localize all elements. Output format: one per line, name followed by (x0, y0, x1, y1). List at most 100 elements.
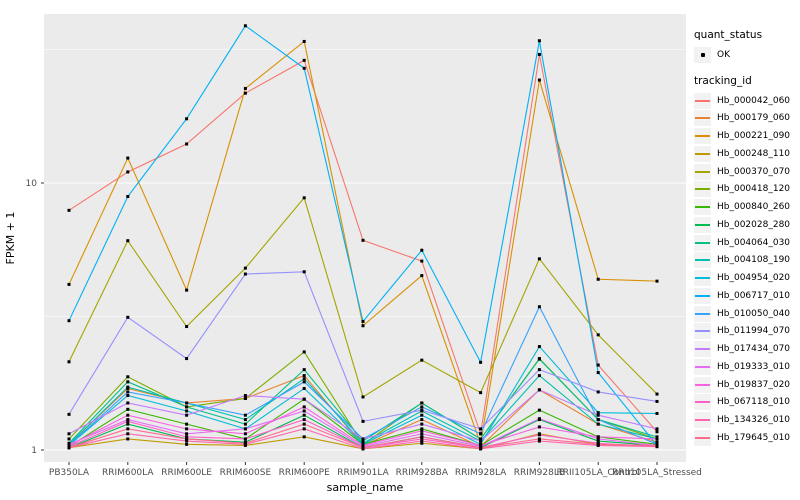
legend-item-Hb_004108_190[interactable]: Hb_004108_190 (694, 252, 800, 270)
data-point-Hb_000418_120-RRIM600PE[interactable] (302, 350, 306, 354)
legend-item-Hb_006717_010[interactable]: Hb_006717_010 (694, 287, 800, 305)
data-point-Hb_134326_010-RRIM928LB[interactable] (537, 439, 541, 443)
data-point-Hb_004064_030-RRIM600LE[interactable] (185, 405, 189, 409)
data-point-Hb_011994_070-RRIM600LE[interactable] (185, 357, 189, 361)
data-point-Hb_019333_010-RRIM600LA[interactable] (126, 418, 130, 422)
data-point-Hb_000370_070-RRII105LA_Control[interactable] (596, 333, 600, 337)
data-point-Hb_067118_010-RRIM600LE[interactable] (185, 435, 189, 439)
data-point-Hb_179645_010-RRIM600LE[interactable] (185, 437, 189, 441)
data-point-Hb_000840_260-RRIM928LB[interactable] (537, 408, 541, 412)
legend-item-Hb_019837_020[interactable]: Hb_019837_020 (694, 376, 800, 394)
legend-item-Hb_000418_120[interactable]: Hb_000418_120 (694, 181, 800, 199)
data-point-Hb_000370_070-RRII105LA_Stressed[interactable] (655, 392, 659, 396)
data-point-Hb_000370_070-RRIM600LE[interactable] (185, 325, 189, 329)
data-point-Hb_000221_090-RRIM901LA[interactable] (361, 324, 365, 328)
data-point-Hb_000221_090-RRII105LA_Control[interactable] (596, 277, 600, 281)
data-point-Hb_000042_060-RRIM600LE[interactable] (185, 142, 189, 146)
data-point-Hb_019837_020-RRII105LA_Stressed[interactable] (655, 437, 659, 441)
legend-item-Hb_002028_280[interactable]: Hb_002028_280 (694, 216, 800, 234)
data-point-Hb_011994_070-RRIM928LB[interactable] (537, 368, 541, 372)
data-point-Hb_179645_010-PB350LA[interactable] (67, 446, 71, 450)
data-point-Hb_019837_020-RRIM600LA[interactable] (126, 413, 130, 417)
legend-item-Hb_134326_010[interactable]: Hb_134326_010 (694, 411, 800, 429)
data-point-Hb_011994_070-RRII105LA_Control[interactable] (596, 390, 600, 394)
legend-item-ok[interactable]: OK (694, 46, 800, 64)
data-point-Hb_000042_060-RRII105LA_Control[interactable] (596, 363, 600, 367)
data-point-Hb_179645_010-RRII105LA_Stressed[interactable] (655, 443, 659, 447)
data-point-Hb_017434_070-RRIM600LE[interactable] (185, 413, 189, 417)
data-point-Hb_019837_020-RRIM928LB[interactable] (537, 425, 541, 429)
legend-item-Hb_017434_070[interactable]: Hb_017434_070 (694, 340, 800, 358)
data-point-Hb_000221_090-RRIM600SE[interactable] (243, 86, 247, 90)
data-point-Hb_004108_190-RRIM600PE[interactable] (302, 377, 306, 381)
data-point-Hb_004954_020-RRIM600PE[interactable] (302, 386, 306, 390)
data-point-Hb_019837_020-RRIM901LA[interactable] (361, 443, 365, 447)
data-point-Hb_004064_030-RRIM600SE[interactable] (243, 422, 247, 426)
data-point-Hb_006717_010-RRIM600LE[interactable] (185, 117, 189, 121)
data-point-Hb_000221_090-PB350LA[interactable] (67, 282, 71, 286)
legend-item-Hb_000221_090[interactable]: Hb_000221_090 (694, 127, 800, 145)
data-point-Hb_019837_020-RRIM928BA[interactable] (420, 429, 424, 433)
legend-item-Hb_000370_070[interactable]: Hb_000370_070 (694, 163, 800, 181)
data-point-Hb_010050_040-RRIM600LA[interactable] (126, 390, 130, 394)
data-point-Hb_019333_010-RRII105LA_Control[interactable] (596, 437, 600, 441)
data-point-Hb_000179_060-RRII105LA_Stressed[interactable] (655, 440, 659, 444)
data-point-Hb_010050_040-RRII105LA_Control[interactable] (596, 418, 600, 422)
data-point-Hb_000370_070-RRIM600SE[interactable] (243, 266, 247, 270)
data-point-Hb_010050_040-RRIM600PE[interactable] (302, 380, 306, 384)
data-point-Hb_017434_070-RRIM600LA[interactable] (126, 401, 130, 405)
legend-item-Hb_004954_020[interactable]: Hb_004954_020 (694, 269, 800, 287)
data-point-Hb_067118_010-RRIM928BA[interactable] (420, 437, 424, 441)
legend-item-Hb_179645_010[interactable]: Hb_179645_010 (694, 429, 800, 447)
data-point-Hb_006717_010-PB350LA[interactable] (67, 319, 71, 323)
data-point-Hb_000248_110-RRIM600LE[interactable] (185, 442, 189, 446)
data-point-Hb_011994_070-RRIM928BA[interactable] (420, 408, 424, 412)
data-point-Hb_004954_020-RRIM600LE[interactable] (185, 409, 189, 413)
data-point-Hb_000370_070-RRIM600LA[interactable] (126, 239, 130, 243)
data-point-Hb_019333_010-RRIM600LE[interactable] (185, 432, 189, 436)
data-point-Hb_000248_110-RRIM928BA[interactable] (420, 441, 424, 445)
data-point-Hb_179645_010-RRIM600PE[interactable] (302, 422, 306, 426)
data-point-Hb_000418_120-PB350LA[interactable] (67, 437, 71, 441)
data-point-Hb_000370_070-PB350LA[interactable] (67, 360, 71, 364)
data-point-Hb_010050_040-RRIM928BA[interactable] (420, 405, 424, 409)
data-point-Hb_000042_060-RRIM600SE[interactable] (243, 91, 247, 95)
data-point-Hb_004064_030-RRIM928LA[interactable] (479, 437, 483, 441)
data-point-Hb_017434_070-RRIM928LB[interactable] (537, 388, 541, 392)
data-point-Hb_006717_010-RRIM928LB[interactable] (537, 39, 541, 43)
legend-item-Hb_019333_010[interactable]: Hb_019333_010 (694, 358, 800, 376)
data-point-Hb_134326_010-RRIM600LE[interactable] (185, 439, 189, 443)
data-point-Hb_000370_070-RRIM901LA[interactable] (361, 395, 365, 399)
data-point-Hb_134326_010-RRIM600PE[interactable] (302, 427, 306, 431)
data-point-Hb_017434_070-RRIM600PE[interactable] (302, 397, 306, 401)
data-point-Hb_017434_070-RRIM928BA[interactable] (420, 422, 424, 426)
data-point-Hb_067118_010-RRIM928LB[interactable] (537, 433, 541, 437)
data-point-Hb_000042_060-PB350LA[interactable] (67, 208, 71, 212)
data-point-Hb_017434_070-PB350LA[interactable] (67, 432, 71, 436)
data-point-Hb_011994_070-RRIM600PE[interactable] (302, 270, 306, 274)
data-point-Hb_002028_280-RRIM600PE[interactable] (302, 413, 306, 417)
data-point-Hb_006717_010-RRIM600SE[interactable] (243, 24, 247, 28)
data-point-Hb_002028_280-RRIM600LA[interactable] (126, 422, 130, 426)
data-point-Hb_019333_010-RRIM600SE[interactable] (243, 427, 247, 431)
data-point-Hb_004954_020-RRII105LA_Control[interactable] (596, 411, 600, 415)
legend-item-Hb_011994_070[interactable]: Hb_011994_070 (694, 323, 800, 341)
data-point-Hb_004108_190-RRII105LA_Control[interactable] (596, 422, 600, 426)
data-point-Hb_006717_010-RRIM928LA[interactable] (479, 360, 483, 364)
data-point-Hb_017434_070-RRII105LA_Control[interactable] (596, 413, 600, 417)
data-point-Hb_000042_060-RRIM600LA[interactable] (126, 170, 130, 174)
data-point-Hb_179645_010-RRIM928LB[interactable] (537, 437, 541, 441)
data-point-Hb_019837_020-RRIM600SE[interactable] (243, 432, 247, 436)
data-point-Hb_067118_010-RRIM600LA[interactable] (126, 419, 130, 423)
data-point-Hb_017434_070-RRIM600SE[interactable] (243, 393, 247, 397)
data-point-Hb_010050_040-RRIM928LA[interactable] (479, 432, 483, 436)
data-point-Hb_006717_010-RRIM928BA[interactable] (420, 248, 424, 252)
data-point-Hb_006717_010-RRIM600LA[interactable] (126, 195, 130, 199)
data-point-Hb_000221_090-RRII105LA_Stressed[interactable] (655, 279, 659, 283)
data-point-Hb_000221_090-RRIM600LE[interactable] (185, 288, 189, 292)
data-point-Hb_006717_010-RRIM600PE[interactable] (302, 66, 306, 70)
data-point-Hb_010050_040-RRIM928LB[interactable] (537, 305, 541, 309)
data-point-Hb_019837_020-RRIM928LA[interactable] (479, 443, 483, 447)
legend-item-Hb_004064_030[interactable]: Hb_004064_030 (694, 234, 800, 252)
data-point-Hb_019333_010-RRIM600PE[interactable] (302, 409, 306, 413)
